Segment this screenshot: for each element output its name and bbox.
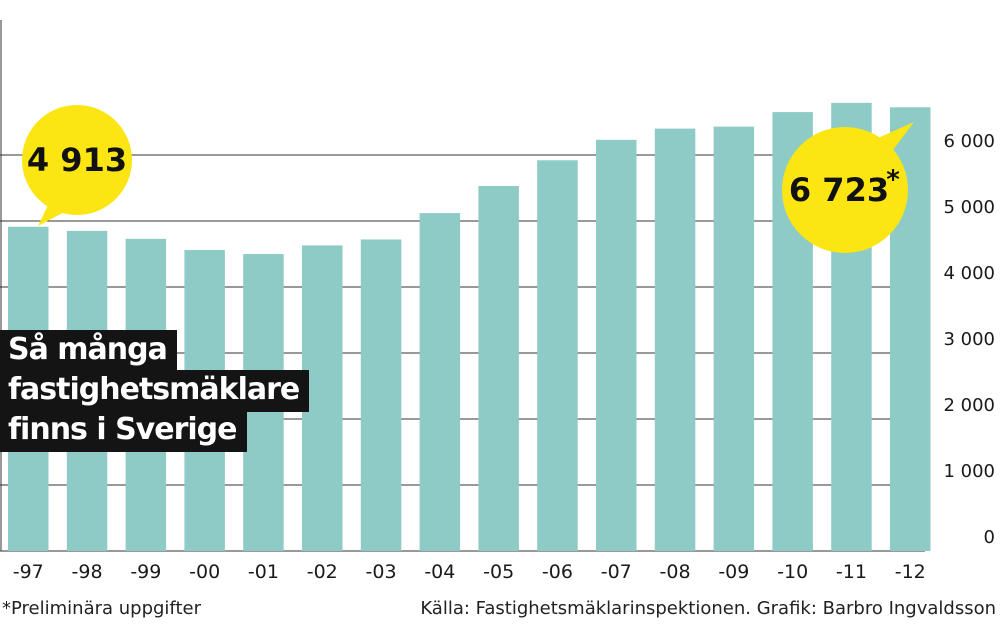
bar--06 (537, 160, 578, 551)
callout-circle (782, 127, 908, 253)
x-tick-label: -99 (130, 561, 161, 583)
x-tick-label: -00 (189, 561, 220, 583)
y-tick-label: 3 000 (943, 329, 995, 350)
x-tick-label: -98 (72, 561, 103, 583)
x-tick-label: -12 (895, 561, 926, 583)
bar--08 (654, 128, 696, 551)
y-tick-label: 1 000 (943, 461, 995, 482)
title-line-2: fastighetsmäklare (0, 370, 310, 412)
chart-title: Så många fastighetsmäklare finns i Sveri… (0, 330, 310, 452)
source-credit: Källa: Fastighetsmäklarinspektionen. Gra… (420, 598, 996, 619)
callout-tail (878, 122, 914, 150)
y-tick-label: 5 000 (943, 197, 995, 218)
bar--09 (713, 126, 755, 552)
x-tick-label: -10 (777, 561, 808, 583)
x-tick-label: -08 (660, 561, 691, 583)
x-tick-label: -07 (601, 561, 632, 583)
title-line-1: Så många (0, 330, 177, 372)
callout-bubble--12: 6 723* (782, 122, 914, 253)
x-tick-label: -03 (366, 561, 397, 583)
y-tick-label: 4 000 (943, 263, 995, 284)
x-axis-ticks: -97 -98 -99 -00 -01 -02 -03 -04 -05 -06 -07 -08 -09 -… (13, 561, 926, 583)
x-tick-label: -11 (836, 561, 867, 583)
callout-asterisk: * (886, 165, 900, 195)
bar--05 (478, 186, 519, 551)
x-tick-label: -02 (307, 561, 338, 583)
x-tick-label: -01 (248, 561, 279, 583)
callout-circle (22, 105, 132, 215)
bar--03 (360, 239, 402, 552)
y-axis-ticks: 0 1 000 2 000 3 000 4 000 5 000 6 000 (943, 131, 995, 548)
callout-value: 6 723 (789, 171, 889, 209)
x-tick-label: -04 (424, 561, 455, 583)
x-tick-label: -05 (483, 561, 514, 583)
x-tick-label: -97 (13, 561, 44, 583)
bar--04 (419, 213, 461, 551)
y-tick-label: 0 (984, 527, 995, 548)
y-tick-label: 2 000 (943, 395, 995, 416)
value-callouts: 4 913 6 723* (22, 105, 914, 253)
title-line-3: finns i Sverige (0, 410, 247, 452)
x-tick-label: -09 (718, 561, 749, 583)
callout-bubble--97: 4 913 (22, 105, 132, 226)
callout-value: 4 913 (27, 141, 127, 179)
footnote: *Preliminära uppgifter (2, 598, 201, 619)
bar--07 (596, 139, 637, 551)
y-tick-label: 6 000 (943, 131, 995, 152)
x-tick-label: -06 (542, 561, 573, 583)
